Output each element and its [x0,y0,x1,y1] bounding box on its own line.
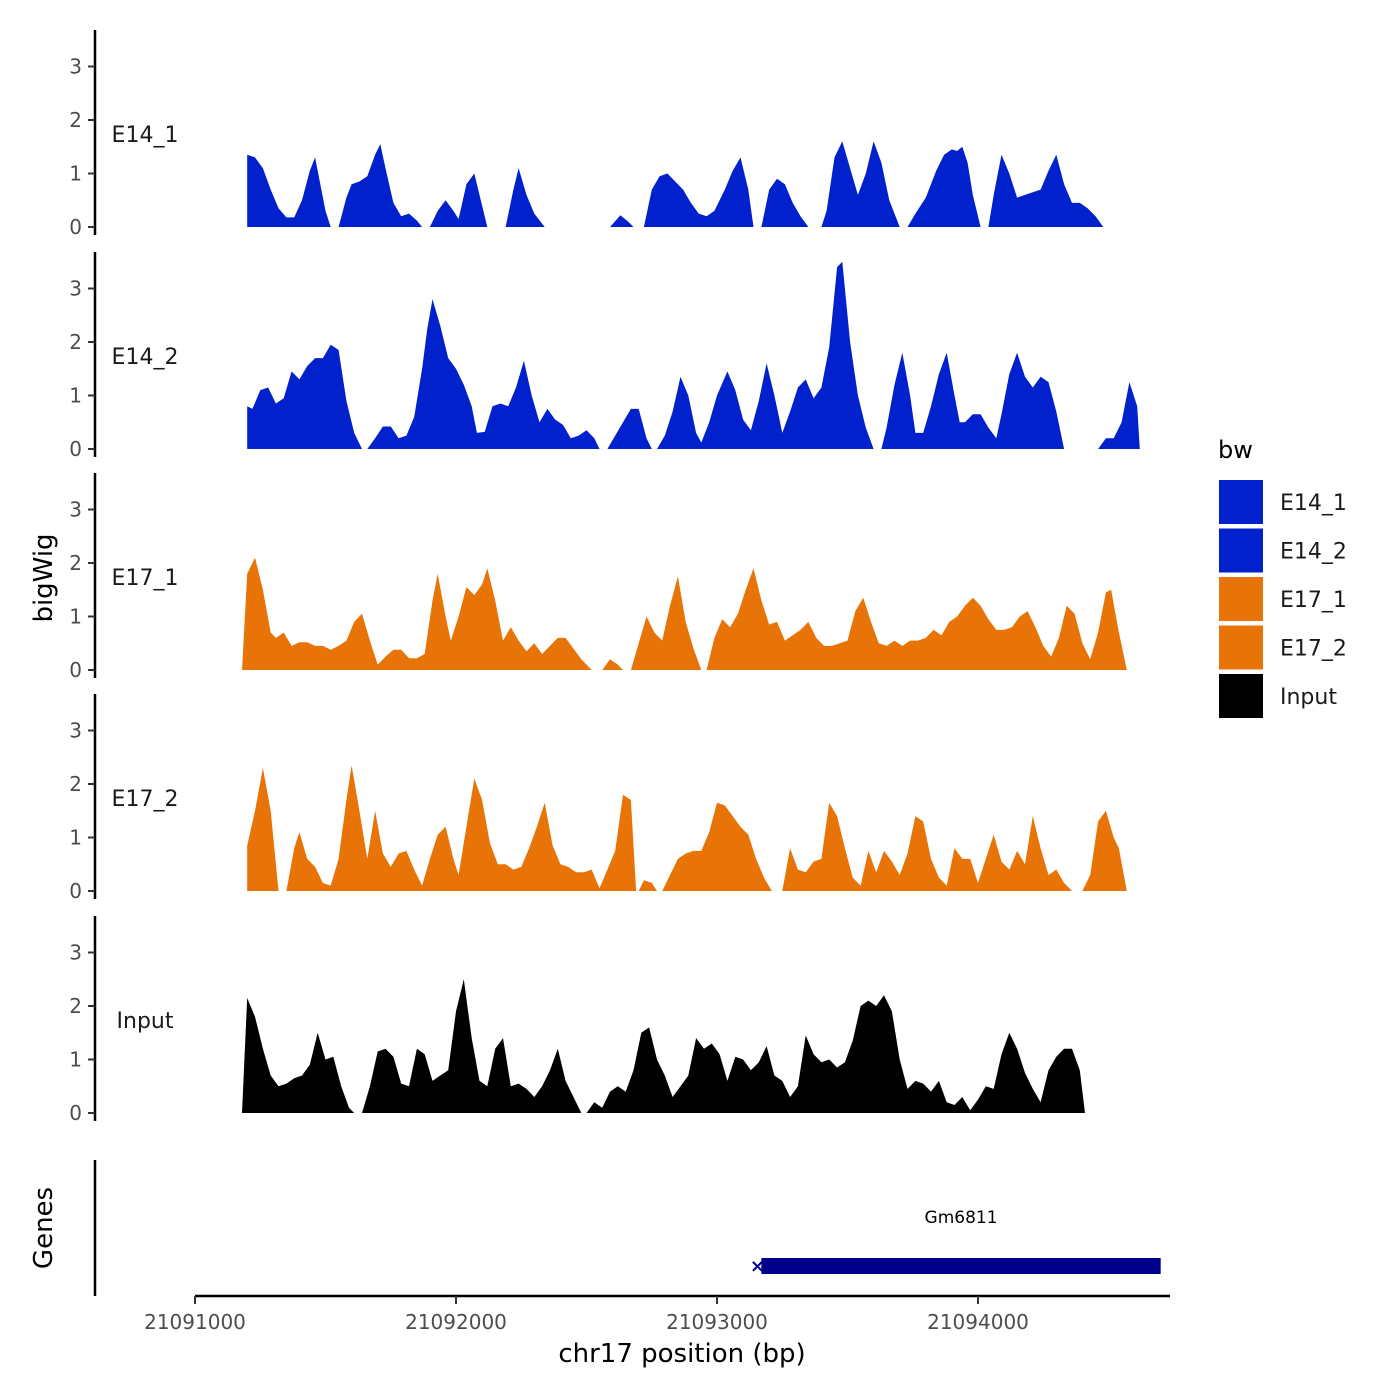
x-tick-label: 21092000 [405,1310,507,1334]
legend: bw E14_1 E14_2 E17_1 E17_2 Input [1218,436,1347,718]
y-tick-label: 3 [69,277,82,301]
coverage-area [242,979,1085,1113]
legend-title: bw [1218,436,1253,464]
legend-item: E14_1 [1219,480,1347,524]
y-tick-label: 2 [69,994,82,1018]
gene-body [761,1258,1161,1274]
x-axis-title: chr17 position (bp) [558,1339,805,1369]
track-label: E14_2 [112,345,179,370]
y-tick-label: 1 [69,384,82,408]
legend-label: E17_2 [1280,637,1347,662]
track-E17_1: 0 1 2 3 E17_1 [69,473,1127,682]
genes-axis-title: Genes [29,1187,59,1269]
y-tick-label: 0 [69,215,82,239]
y-tick-label: 1 [69,605,82,629]
gene-strand-marker-icon: × [750,1256,765,1277]
legend-label: E17_1 [1280,588,1347,613]
x-tick-label: 21093000 [666,1310,768,1334]
y-tick-label: 0 [69,879,82,903]
y-tick-label: 0 [69,658,82,682]
track-label: E17_1 [112,566,179,591]
legend-label: E14_2 [1280,540,1347,565]
coverage-area [247,141,1104,227]
gene-label: Gm6811 [925,1208,998,1228]
y-tick-label: 2 [69,330,82,354]
legend-swatch [1219,480,1263,524]
track-label: E14_1 [112,123,179,148]
y-tick-label: 2 [69,551,82,575]
track-Input: 0 1 2 3 Input [69,916,1085,1125]
legend-items: E14_1 E14_2 E17_1 E17_2 Input [1219,480,1347,718]
y-tick-label: 1 [69,1048,82,1072]
legend-item: E14_2 [1219,528,1347,573]
y-tick-label: 3 [69,55,82,79]
legend-label: E14_1 [1280,491,1347,516]
legend-swatch [1219,674,1263,718]
x-ticks: 21091000 21092000 21093000 21094000 [144,1296,1029,1334]
legend-item: Input [1219,674,1337,718]
coverage-area [242,557,1127,670]
x-tick-label: 21091000 [144,1310,246,1334]
tracks-group: 0 1 2 3 E14_1 0 1 2 3 E14_2 0 1 2 3 E17_1 0 1 2 3 E17_2 0 1 2 3… [69,30,1140,1125]
coverage-area [247,261,1140,449]
y-tick-label: 1 [69,826,82,850]
y-tick-label: 2 [69,108,82,132]
legend-swatch [1219,528,1263,573]
track-label: Input [117,1009,174,1034]
y-tick-label: 3 [69,498,82,522]
y-tick-label: 0 [69,1101,82,1125]
track-E14_1: 0 1 2 3 E14_1 [69,30,1104,239]
y-tick-label: 3 [69,941,82,965]
genes-panel: Genes Gm6811 × [29,1160,1161,1296]
coverage-area [247,765,1127,891]
y-tick-label: 2 [69,772,82,796]
x-tick-label: 21094000 [927,1310,1029,1334]
legend-swatch [1219,625,1263,670]
track-E17_2: 0 1 2 3 E17_2 [69,694,1127,903]
y-tick-label: 0 [69,437,82,461]
y-axis-title: bigWig [29,533,59,622]
legend-item: E17_1 [1219,577,1347,621]
x-axis: 21091000 21092000 21093000 21094000 chr17 p… [144,1294,1170,1369]
y-tick-label: 3 [69,719,82,743]
y-tick-label: 1 [69,162,82,186]
legend-label: Input [1280,685,1337,710]
track-label: E17_2 [112,787,179,812]
legend-item: E17_2 [1219,625,1347,670]
legend-swatch [1219,577,1263,621]
track-E14_2: 0 1 2 3 E14_2 [69,252,1140,461]
